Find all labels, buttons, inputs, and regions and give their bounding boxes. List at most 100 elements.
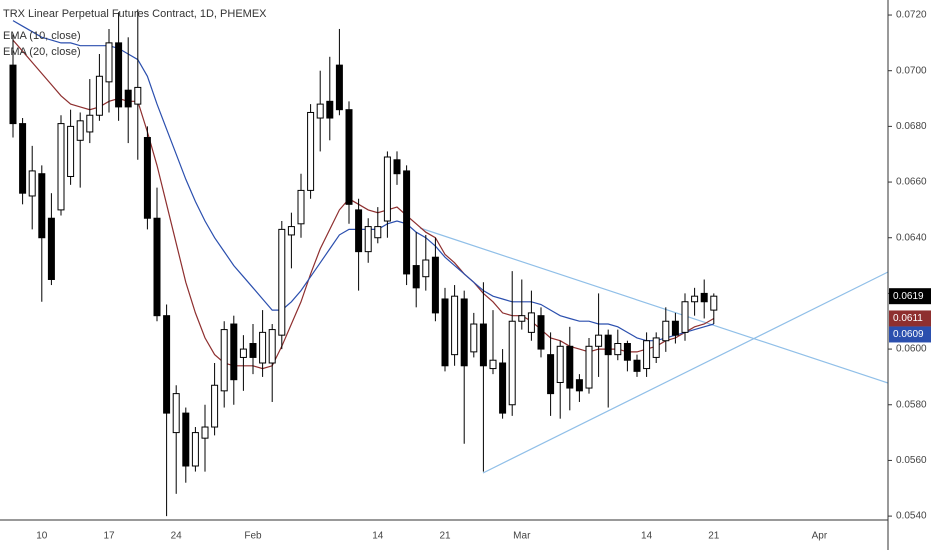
y-tick-label: 0.0600 bbox=[896, 344, 927, 355]
candle-body bbox=[239, 348, 247, 358]
candle-body bbox=[47, 217, 55, 280]
candle-body bbox=[422, 259, 430, 278]
candle-body bbox=[691, 295, 699, 303]
candle-body bbox=[95, 75, 103, 116]
x-tick-label: 10 bbox=[36, 531, 48, 542]
candle-body bbox=[566, 345, 574, 389]
candle-body bbox=[143, 137, 151, 219]
candle-body bbox=[556, 345, 564, 383]
candle-body bbox=[191, 432, 199, 467]
candle-body bbox=[479, 323, 487, 367]
y-tick-label: 0.0580 bbox=[896, 399, 927, 410]
candle-body bbox=[287, 226, 295, 236]
legend-entry: EMA (20, close) bbox=[3, 46, 81, 58]
candle-body bbox=[326, 100, 334, 119]
candle-body bbox=[700, 292, 708, 303]
x-tick-label: Mar bbox=[513, 531, 531, 542]
candle-body bbox=[28, 170, 36, 197]
candle-body bbox=[105, 42, 113, 83]
candle-body bbox=[182, 412, 190, 467]
candle-body bbox=[38, 173, 46, 239]
candle-body bbox=[201, 426, 209, 439]
plot-area bbox=[9, 9, 718, 517]
price-badge bbox=[889, 310, 931, 327]
candle-body bbox=[393, 159, 401, 175]
chart-title: TRX Linear Perpetual Futures Contract, 1… bbox=[3, 8, 267, 20]
candle-body bbox=[67, 125, 75, 177]
candle-body bbox=[345, 109, 353, 205]
candle-body bbox=[431, 256, 439, 314]
ema-line bbox=[12, 20, 714, 342]
y-tick-label: 0.0640 bbox=[896, 232, 927, 243]
x-tick-label: 24 bbox=[171, 531, 183, 542]
candle-body bbox=[57, 123, 65, 211]
candle-body bbox=[585, 345, 593, 389]
price-badge bbox=[889, 288, 931, 305]
candle-body bbox=[403, 170, 411, 275]
candle-body bbox=[316, 103, 324, 119]
candle-body bbox=[518, 315, 526, 322]
price-badge bbox=[889, 326, 931, 343]
candle-body bbox=[470, 323, 478, 353]
candle-body bbox=[623, 343, 631, 361]
y-tick-label: 0.0680 bbox=[896, 121, 927, 132]
candle-body bbox=[307, 111, 315, 191]
candle-body bbox=[643, 340, 651, 370]
y-tick-label: 0.0720 bbox=[896, 10, 927, 21]
candle-body bbox=[652, 337, 660, 358]
candle-body bbox=[268, 329, 276, 364]
candle-body bbox=[671, 320, 679, 336]
candle-body bbox=[374, 226, 382, 239]
candle-body bbox=[575, 379, 583, 392]
candle-body bbox=[335, 64, 343, 111]
candle-body bbox=[499, 362, 507, 414]
candle-body bbox=[662, 320, 670, 342]
candle-body bbox=[508, 320, 516, 406]
candle-body bbox=[604, 334, 612, 356]
candle-body bbox=[163, 315, 171, 414]
candle-body bbox=[364, 226, 372, 253]
candle-body bbox=[412, 265, 420, 289]
candle-body bbox=[211, 384, 219, 428]
candle-body bbox=[460, 298, 468, 367]
candle-body bbox=[710, 295, 718, 311]
x-tick-label: Feb bbox=[244, 531, 262, 542]
x-tick-label: 17 bbox=[103, 531, 115, 542]
candle-body bbox=[249, 343, 257, 358]
candle-body bbox=[230, 323, 238, 381]
price-badge-label: 0.0609 bbox=[893, 329, 924, 340]
candle-body bbox=[527, 312, 535, 333]
candle-body bbox=[115, 42, 123, 108]
candle-body bbox=[153, 217, 161, 317]
y-tick-label: 0.0560 bbox=[896, 455, 927, 466]
candle-body bbox=[259, 331, 267, 364]
price-badge-label: 0.0611 bbox=[893, 313, 923, 324]
candle-body bbox=[355, 209, 363, 253]
candle-body bbox=[489, 359, 497, 370]
price-badge-label: 0.0619 bbox=[893, 291, 924, 302]
candle-body bbox=[19, 123, 27, 194]
candle-body bbox=[220, 329, 228, 392]
x-tick-label: 21 bbox=[439, 531, 451, 542]
candle-body bbox=[441, 298, 449, 367]
candle-body bbox=[278, 228, 286, 336]
candle-body bbox=[681, 301, 689, 333]
candle-body bbox=[9, 64, 17, 125]
candle-body bbox=[86, 114, 94, 133]
candle-body bbox=[76, 120, 84, 141]
legend-entry: EMA (10, close) bbox=[3, 30, 81, 42]
trend-line-support bbox=[482, 271, 889, 474]
y-tick-label: 0.0660 bbox=[896, 177, 927, 188]
candle-body bbox=[383, 156, 391, 222]
axes: 0.05400.05600.05800.06000.06200.06400.06… bbox=[36, 10, 931, 542]
candle-body bbox=[134, 86, 142, 105]
candle-body bbox=[595, 334, 603, 347]
x-tick-label: Apr bbox=[812, 531, 828, 542]
candle-body bbox=[451, 295, 459, 356]
x-tick-label: 14 bbox=[641, 531, 653, 542]
y-tick-label: 0.0700 bbox=[896, 65, 927, 76]
candle-body bbox=[614, 343, 622, 356]
x-tick-label: 21 bbox=[708, 531, 720, 542]
candle-body bbox=[172, 393, 180, 434]
